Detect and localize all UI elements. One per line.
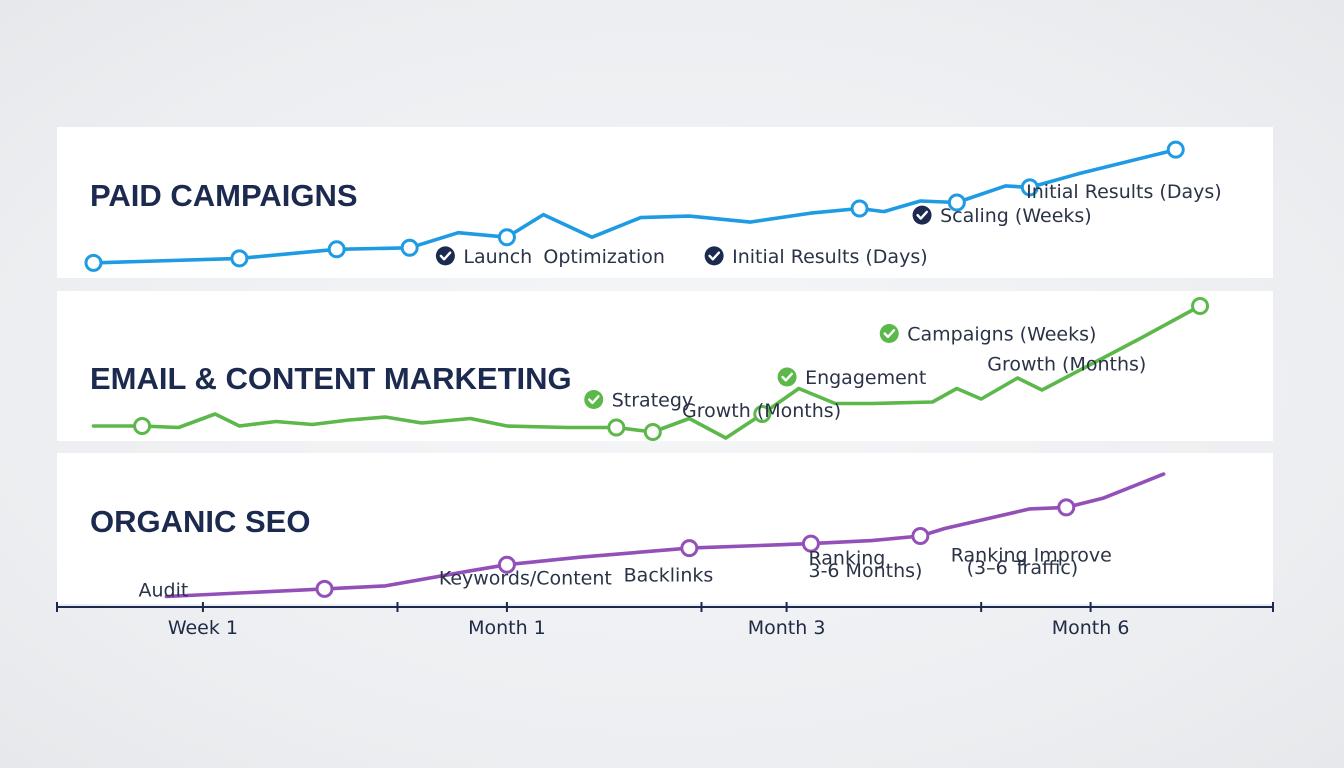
series-paid-campaigns xyxy=(84,140,1185,272)
check-icon xyxy=(912,205,932,225)
band-email-content xyxy=(57,291,1273,441)
series-point-organic-seo-3 xyxy=(801,534,820,553)
annotation-strategy: Strategy xyxy=(584,390,693,412)
band-paid-campaigns xyxy=(57,127,1273,278)
annotation-label: Keywords/Content xyxy=(439,567,612,589)
lane-title-paid: PAID CAMPAIGNS xyxy=(90,178,358,213)
annotation-label: Engagement xyxy=(805,367,926,389)
annotation-campaigns-weeks: Campaigns (Weeks) xyxy=(879,324,1096,346)
band-organic-seo xyxy=(57,453,1273,604)
check-icon xyxy=(879,324,899,343)
series-point-paid-campaigns-2 xyxy=(327,240,346,259)
check-mark xyxy=(781,372,793,382)
check-icon xyxy=(777,367,797,387)
annotation-audit: Audit xyxy=(138,579,188,601)
series-point-paid-campaigns-5 xyxy=(850,199,869,218)
series-point-organic-seo-2 xyxy=(680,539,699,558)
series-organic-seo xyxy=(164,472,1166,599)
check-icon xyxy=(584,390,604,409)
annotation-label: Optimization xyxy=(543,246,665,268)
series-point-paid-campaigns-4 xyxy=(497,228,516,247)
series-line-email-content-marketing xyxy=(91,304,1202,440)
annotation-label: Audit xyxy=(138,579,188,601)
series-point-paid-campaigns-6 xyxy=(947,193,966,212)
annotation-keywords-content: Keywords/Content xyxy=(439,567,612,589)
series-point-paid-campaigns-8 xyxy=(1166,140,1185,159)
x-tick-label-month-1: Month 1 xyxy=(468,617,546,639)
annotation-label: Growth (Months) xyxy=(987,354,1146,376)
x-tick-label-month-6: Month 6 xyxy=(1052,617,1130,639)
series-point-paid-campaigns-1 xyxy=(230,249,249,268)
annotation-optimization: Optimization xyxy=(543,246,665,268)
lane-title-email: EMAIL & CONTENT MARKETING xyxy=(90,361,572,396)
series-point-email-content-marketing-1 xyxy=(607,418,626,437)
series-point-organic-seo-5 xyxy=(1057,498,1076,517)
x-tick-label-week-1: Week 1 xyxy=(168,617,238,639)
series-point-email-content-marketing-2 xyxy=(643,423,662,441)
annotation-label: Initial Results (Days) xyxy=(732,246,928,268)
check-mark xyxy=(708,251,721,261)
series-email-content-marketing xyxy=(91,297,1210,441)
annotation-launch: Launch xyxy=(435,246,532,268)
check-mark xyxy=(588,395,600,405)
annotation-initial-results-days: Initial Results (Days) xyxy=(1026,181,1222,203)
annotation-ranking: Ranking xyxy=(808,548,885,570)
annotation-ranking-improve: Ranking Improve xyxy=(951,545,1112,567)
annotation-label: Campaigns (Weeks) xyxy=(907,324,1096,346)
check-mark xyxy=(883,329,896,339)
annotation-label: Backlinks xyxy=(624,564,714,586)
annotation-backlinks: Backlinks xyxy=(624,564,714,586)
x-axis: Week 1 Month 1 Month 3 Month 6 xyxy=(56,602,1274,639)
annotation-engagement: Engagement xyxy=(777,367,926,389)
annotation-3-6-months: 3-6 Months) xyxy=(808,560,922,582)
annotation-growth-months: Growth (Months) xyxy=(682,400,841,422)
annotation-label: Initial Results (Days) xyxy=(1026,181,1222,203)
x-tick-label-month-3: Month 3 xyxy=(748,617,826,639)
series-point-email-content-marketing-0 xyxy=(133,417,152,435)
series-point-organic-seo-0 xyxy=(315,579,334,598)
lane-title-seo: ORGANIC SEO xyxy=(90,504,310,539)
annotation-scaling-weeks: Scaling (Weeks) xyxy=(912,205,1092,227)
series-point-paid-campaigns-3 xyxy=(400,238,419,257)
annotation-label: Growth (Months) xyxy=(682,400,841,422)
series-point-email-content-marketing-3 xyxy=(753,405,772,423)
series-point-organic-seo-1 xyxy=(497,555,516,574)
annotation-label: Scaling (Weeks) xyxy=(940,205,1092,227)
annotation-layer: Launch Optimization Initial Results (Days)… xyxy=(138,181,1221,601)
series-point-organic-seo-4 xyxy=(911,527,930,546)
check-icon xyxy=(704,246,724,266)
annotation-growth-months: Growth (Months) xyxy=(987,354,1146,376)
series-point-paid-campaigns-0 xyxy=(84,253,103,272)
annotation-label: Strategy xyxy=(612,390,693,412)
annotation-initial-results-days: Initial Results (Days) xyxy=(704,246,928,268)
annotation-label: Ranking Improve xyxy=(951,545,1112,567)
annotation-label: Ranking xyxy=(808,548,885,570)
series-point-paid-campaigns-7 xyxy=(1020,178,1039,197)
series-point-email-content-marketing-4 xyxy=(1191,297,1210,315)
check-mark xyxy=(916,210,928,220)
check-mark xyxy=(439,251,452,261)
series-layer xyxy=(84,140,1210,599)
annotation-label: (3–6 Traffic) xyxy=(967,557,1079,579)
annotation-label: Launch xyxy=(463,246,532,268)
annotation-label: 3-6 Months) xyxy=(808,560,922,582)
annotation-3-6-traffic: (3–6 Traffic) xyxy=(967,557,1079,579)
check-icon xyxy=(435,246,455,266)
